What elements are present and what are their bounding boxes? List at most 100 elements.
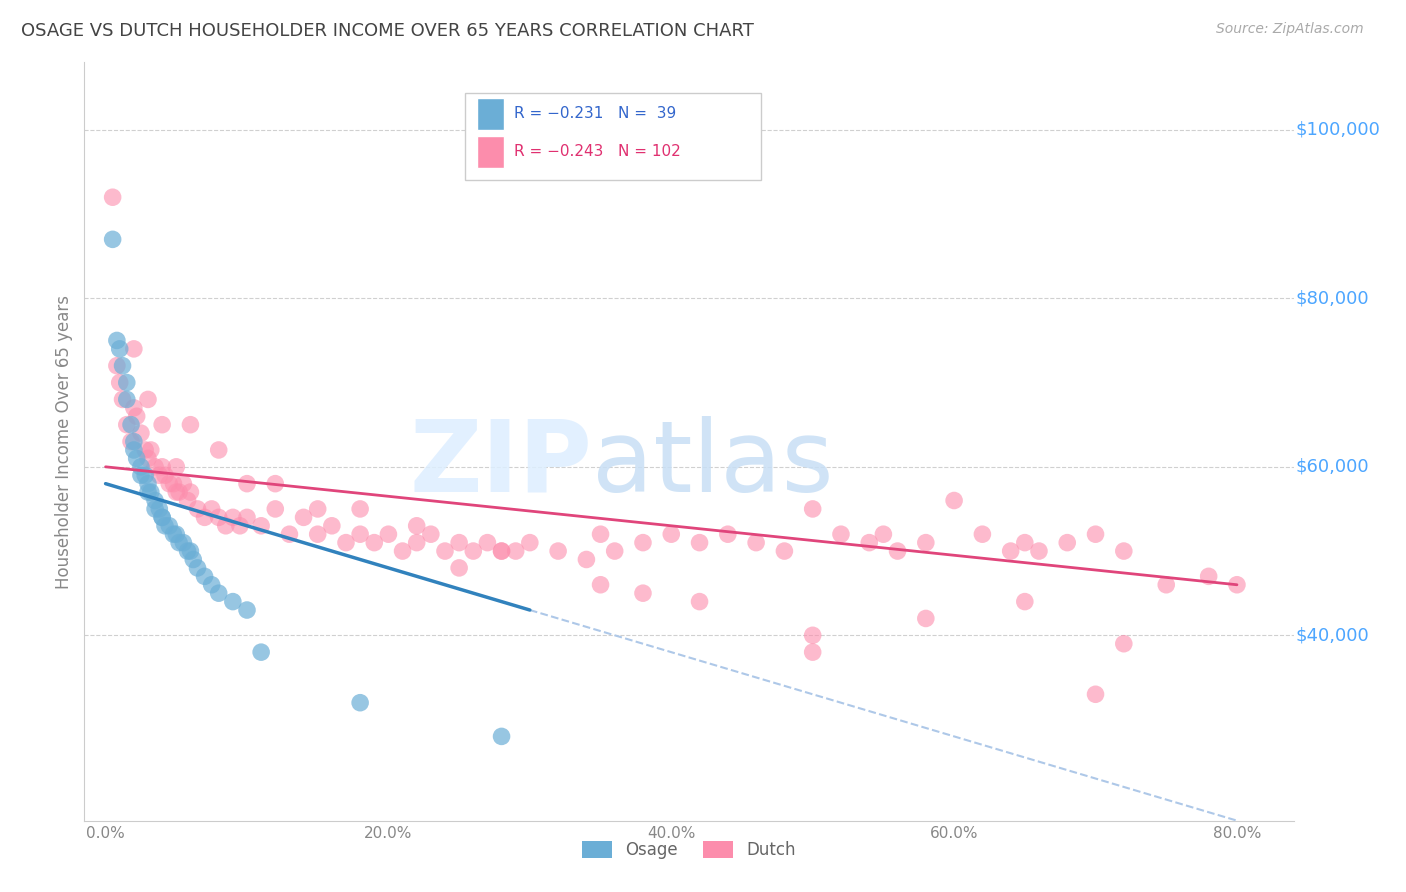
Point: [250, 518, 273, 533]
Point: [449, 535, 471, 549]
Point: [491, 544, 513, 558]
Point: [129, 459, 152, 474]
Point: [208, 442, 231, 457]
Point: [143, 493, 166, 508]
Point: [229, 518, 252, 533]
Point: [519, 535, 541, 549]
Point: [801, 628, 824, 642]
Point: [179, 485, 201, 500]
Point: [143, 502, 166, 516]
Point: [745, 535, 768, 549]
Point: [689, 535, 711, 549]
Point: [153, 468, 176, 483]
Point: [236, 510, 259, 524]
Text: $60,000: $60,000: [1296, 458, 1369, 475]
Point: [689, 594, 711, 608]
Point: [101, 232, 124, 246]
Point: [105, 334, 128, 348]
Point: [111, 392, 134, 407]
Point: [363, 535, 385, 549]
Point: [603, 544, 626, 558]
Point: [264, 476, 287, 491]
Point: [419, 527, 441, 541]
Point: [215, 518, 238, 533]
Point: [1112, 544, 1135, 558]
Point: [1198, 569, 1220, 583]
Point: [801, 645, 824, 659]
Point: [321, 518, 343, 533]
Point: [129, 426, 152, 441]
Point: [349, 502, 371, 516]
Point: [167, 485, 190, 500]
Point: [1112, 637, 1135, 651]
Point: [108, 342, 131, 356]
Point: [179, 544, 201, 558]
Text: R = −0.243   N = 102: R = −0.243 N = 102: [513, 145, 681, 160]
Point: [157, 476, 180, 491]
Point: [136, 451, 159, 466]
Point: [972, 527, 994, 541]
Point: [108, 376, 131, 390]
Point: [391, 544, 413, 558]
Text: ZIP: ZIP: [409, 416, 592, 513]
Text: $80,000: $80,000: [1296, 289, 1369, 308]
Point: [101, 190, 124, 204]
Point: [236, 603, 259, 617]
Point: [1014, 535, 1036, 549]
Point: [125, 409, 148, 424]
Point: [193, 569, 215, 583]
Point: [872, 527, 894, 541]
Point: [122, 401, 145, 415]
Point: [143, 459, 166, 474]
Point: [172, 535, 194, 549]
Point: [589, 527, 612, 541]
Point: [264, 502, 287, 516]
Point: [153, 518, 176, 533]
Point: [307, 527, 329, 541]
Point: [201, 502, 224, 516]
Point: [505, 544, 527, 558]
Point: [139, 485, 162, 500]
Point: [491, 544, 513, 558]
Text: atlas: atlas: [592, 416, 834, 513]
Point: [129, 468, 152, 483]
Point: [250, 645, 273, 659]
Bar: [478, 136, 503, 168]
Point: [122, 434, 145, 449]
Point: [659, 527, 682, 541]
Bar: [478, 98, 503, 130]
Point: [222, 510, 245, 524]
Point: [349, 527, 371, 541]
Text: $100,000: $100,000: [1296, 120, 1381, 139]
Point: [186, 502, 208, 516]
Point: [405, 518, 427, 533]
Point: [120, 417, 142, 432]
Point: [405, 535, 427, 549]
Point: [236, 476, 259, 491]
Point: [186, 561, 208, 575]
Point: [125, 451, 148, 466]
Point: [631, 535, 654, 549]
Point: [433, 544, 456, 558]
Point: [463, 544, 485, 558]
Point: [150, 510, 173, 524]
Point: [477, 535, 499, 549]
Point: [172, 476, 194, 491]
FancyBboxPatch shape: [465, 93, 762, 180]
Point: [717, 527, 740, 541]
Point: [115, 376, 138, 390]
Point: [120, 434, 142, 449]
Point: [176, 493, 198, 508]
Point: [105, 359, 128, 373]
Point: [222, 594, 245, 608]
Point: [1084, 687, 1107, 701]
Point: [858, 535, 880, 549]
Point: [181, 552, 204, 566]
Point: [139, 442, 162, 457]
Point: [136, 485, 159, 500]
Point: [201, 578, 224, 592]
Point: [208, 510, 231, 524]
Point: [134, 468, 156, 483]
Point: [943, 493, 966, 508]
Point: [335, 535, 357, 549]
